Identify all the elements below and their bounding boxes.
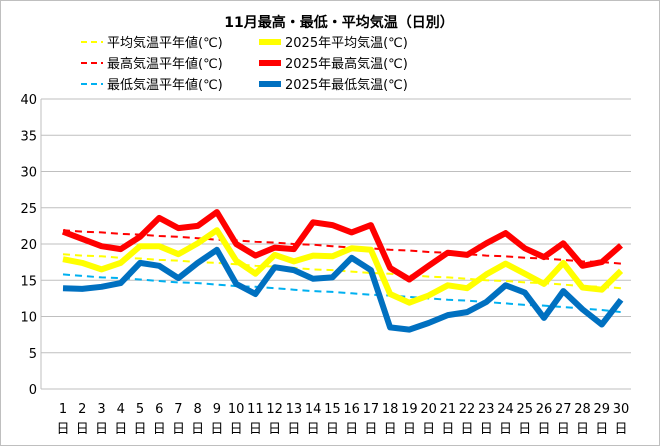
series-1	[62, 227, 624, 306]
x-tick-suffix: 日	[76, 422, 89, 437]
x-tick-suffix: 日	[114, 422, 127, 437]
y-tick-label: 5	[29, 347, 37, 362]
series-line	[62, 227, 624, 306]
x-tick-suffix: 日	[153, 422, 166, 437]
x-tick-suffix: 日	[403, 422, 416, 437]
x-tick-suffix: 日	[172, 422, 185, 437]
x-tick-suffix: 日	[576, 422, 589, 437]
series-group	[61, 209, 624, 333]
x-tick-suffix: 日	[249, 422, 262, 437]
legend: 平均気温平年値(℃) 2025年平均気温(℃) 最高気温平年値(℃) 2025年最高気…	[81, 35, 408, 93]
x-tick-label: 23	[478, 402, 495, 417]
x-tick-label: 26	[536, 402, 553, 417]
legend-item: 2025年平均気温(℃)	[259, 35, 408, 51]
x-tick-suffix: 日	[384, 422, 397, 437]
x-tick-label: 1	[59, 402, 67, 417]
series-3	[61, 209, 623, 283]
y-axis: 0 5 10 15 20 25 30 35 40	[20, 93, 42, 398]
x-axis: 1日2日3日4日5日6日7日8日9日10日11日12日13日14日15日16日1…	[41, 388, 631, 437]
x-tick-label: 17	[363, 402, 380, 417]
x-tick-suffix: 日	[538, 422, 551, 437]
series-line	[62, 229, 622, 265]
x-tick-label: 19	[401, 402, 418, 417]
x-tick-suffix: 日	[480, 422, 493, 437]
x-tick-suffix: 日	[326, 422, 339, 437]
x-tick-suffix: 日	[441, 422, 454, 437]
series-line	[61, 209, 623, 283]
x-tick-label: 11	[247, 402, 264, 417]
x-tick-label: 10	[228, 402, 245, 417]
y-tick-label: 10	[20, 311, 37, 326]
x-tick-suffix: 日	[210, 422, 223, 437]
y-tick-label: 35	[20, 129, 37, 144]
x-tick-label: 3	[97, 402, 105, 417]
x-tick-label: 9	[213, 402, 221, 417]
x-tick-label: 12	[266, 402, 283, 417]
series-5	[62, 246, 624, 333]
x-tick-suffix: 日	[614, 422, 627, 437]
x-tick-suffix: 日	[133, 422, 146, 437]
x-tick-suffix: 日	[518, 422, 531, 437]
x-tick-suffix: 日	[422, 422, 435, 437]
x-tick-suffix: 日	[557, 422, 570, 437]
x-tick-label: 21	[440, 402, 457, 417]
x-tick-label: 24	[497, 402, 514, 417]
x-tick-label: 15	[324, 402, 341, 417]
x-tick-label: 29	[593, 402, 610, 417]
y-tick-label: 20	[20, 238, 37, 253]
legend-label: 最低気温平年値(℃)	[107, 77, 223, 93]
y-tick-label: 0	[29, 383, 37, 398]
x-tick-suffix: 日	[230, 422, 243, 437]
legend-item: 最高気温平年値(℃)	[81, 56, 223, 72]
legend-item: 2025年最高気温(℃)	[259, 56, 408, 72]
x-tick-label: 8	[194, 402, 202, 417]
x-tick-suffix: 日	[56, 422, 69, 437]
legend-label: 2025年最低気温(℃)	[285, 77, 408, 93]
legend-item: 平均気温平年値(℃)	[81, 35, 223, 51]
x-tick-label: 2	[78, 402, 86, 417]
x-tick-label: 7	[174, 402, 182, 417]
x-tick-suffix: 日	[345, 422, 358, 437]
x-tick-suffix: 日	[95, 422, 108, 437]
x-tick-suffix: 日	[287, 422, 300, 437]
x-tick-label: 25	[517, 402, 534, 417]
legend-label: 2025年平均気温(℃)	[285, 35, 408, 51]
x-tick-suffix: 日	[499, 422, 512, 437]
legend-label: 最高気温平年値(℃)	[107, 56, 223, 72]
x-tick-suffix: 日	[364, 422, 377, 437]
x-tick-suffix: 日	[307, 422, 320, 437]
legend-label: 2025年最高気温(℃)	[285, 56, 408, 72]
x-tick-label: 18	[382, 402, 399, 417]
series-line	[62, 273, 622, 314]
legend-item: 2025年最低気温(℃)	[259, 77, 408, 93]
series-line	[62, 246, 624, 333]
y-tick-label: 15	[20, 274, 37, 289]
y-tick-label: 30	[20, 166, 37, 181]
x-tick-suffix: 日	[268, 422, 281, 437]
y-tick-label: 40	[20, 93, 37, 108]
x-tick-label: 14	[305, 402, 322, 417]
x-tick-label: 28	[574, 402, 591, 417]
chart-title: 11月最高・最低・平均気温（日別）	[224, 14, 453, 31]
x-tick-label: 30	[613, 402, 630, 417]
x-tick-suffix: 日	[595, 422, 608, 437]
x-tick-suffix: 日	[461, 422, 474, 437]
x-tick-label: 4	[117, 402, 125, 417]
legend-label: 平均気温平年値(℃)	[107, 35, 223, 51]
x-tick-label: 27	[555, 402, 572, 417]
x-tick-suffix: 日	[191, 422, 204, 437]
x-tick-label: 5	[136, 402, 144, 417]
x-tick-label: 16	[343, 402, 360, 417]
x-tick-label: 6	[155, 402, 163, 417]
legend-item: 最低気温平年値(℃)	[81, 77, 223, 93]
x-tick-label: 22	[459, 402, 476, 417]
x-tick-label: 13	[286, 402, 303, 417]
y-tick-label: 25	[20, 202, 37, 217]
x-tick-label: 20	[420, 402, 437, 417]
